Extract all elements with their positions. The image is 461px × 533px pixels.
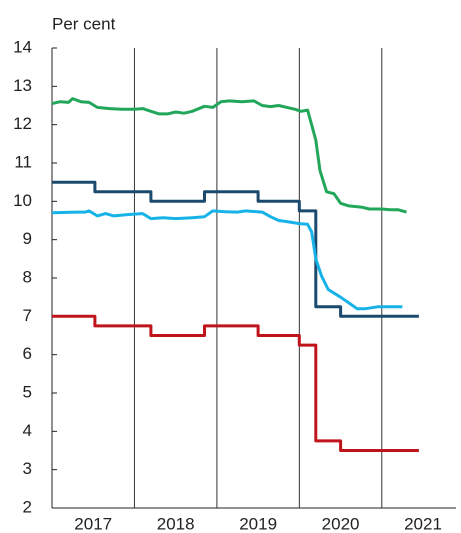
y-tick-label: 2 bbox=[23, 497, 32, 516]
x-tick-label: 2019 bbox=[239, 514, 277, 533]
line-series bbox=[52, 314, 419, 452]
y-tick-label: 4 bbox=[23, 421, 32, 440]
y-tick-label: 11 bbox=[14, 152, 32, 171]
line-series bbox=[52, 180, 419, 318]
x-tick-label: 2021 bbox=[404, 514, 442, 533]
y-tick-label: 6 bbox=[23, 344, 32, 363]
y-tick-label: 8 bbox=[23, 267, 32, 286]
y-tick-label: 12 bbox=[13, 114, 32, 133]
y-tick-label: 10 bbox=[13, 191, 32, 210]
y-tick-label: 13 bbox=[13, 76, 32, 95]
y-tick-label: 3 bbox=[23, 459, 32, 478]
x-tick-label: 2017 bbox=[74, 514, 112, 533]
x-tick-label: 2020 bbox=[322, 514, 360, 533]
line-series bbox=[51, 97, 407, 214]
y-axis-label: Per cent bbox=[52, 14, 116, 33]
y-tick-label: 5 bbox=[23, 382, 32, 401]
line-series bbox=[51, 209, 403, 311]
y-tick-label: 9 bbox=[23, 229, 32, 248]
x-tick-label: 2018 bbox=[157, 514, 195, 533]
y-tick-label: 14 bbox=[13, 37, 32, 56]
y-tick-label: 7 bbox=[23, 306, 32, 325]
